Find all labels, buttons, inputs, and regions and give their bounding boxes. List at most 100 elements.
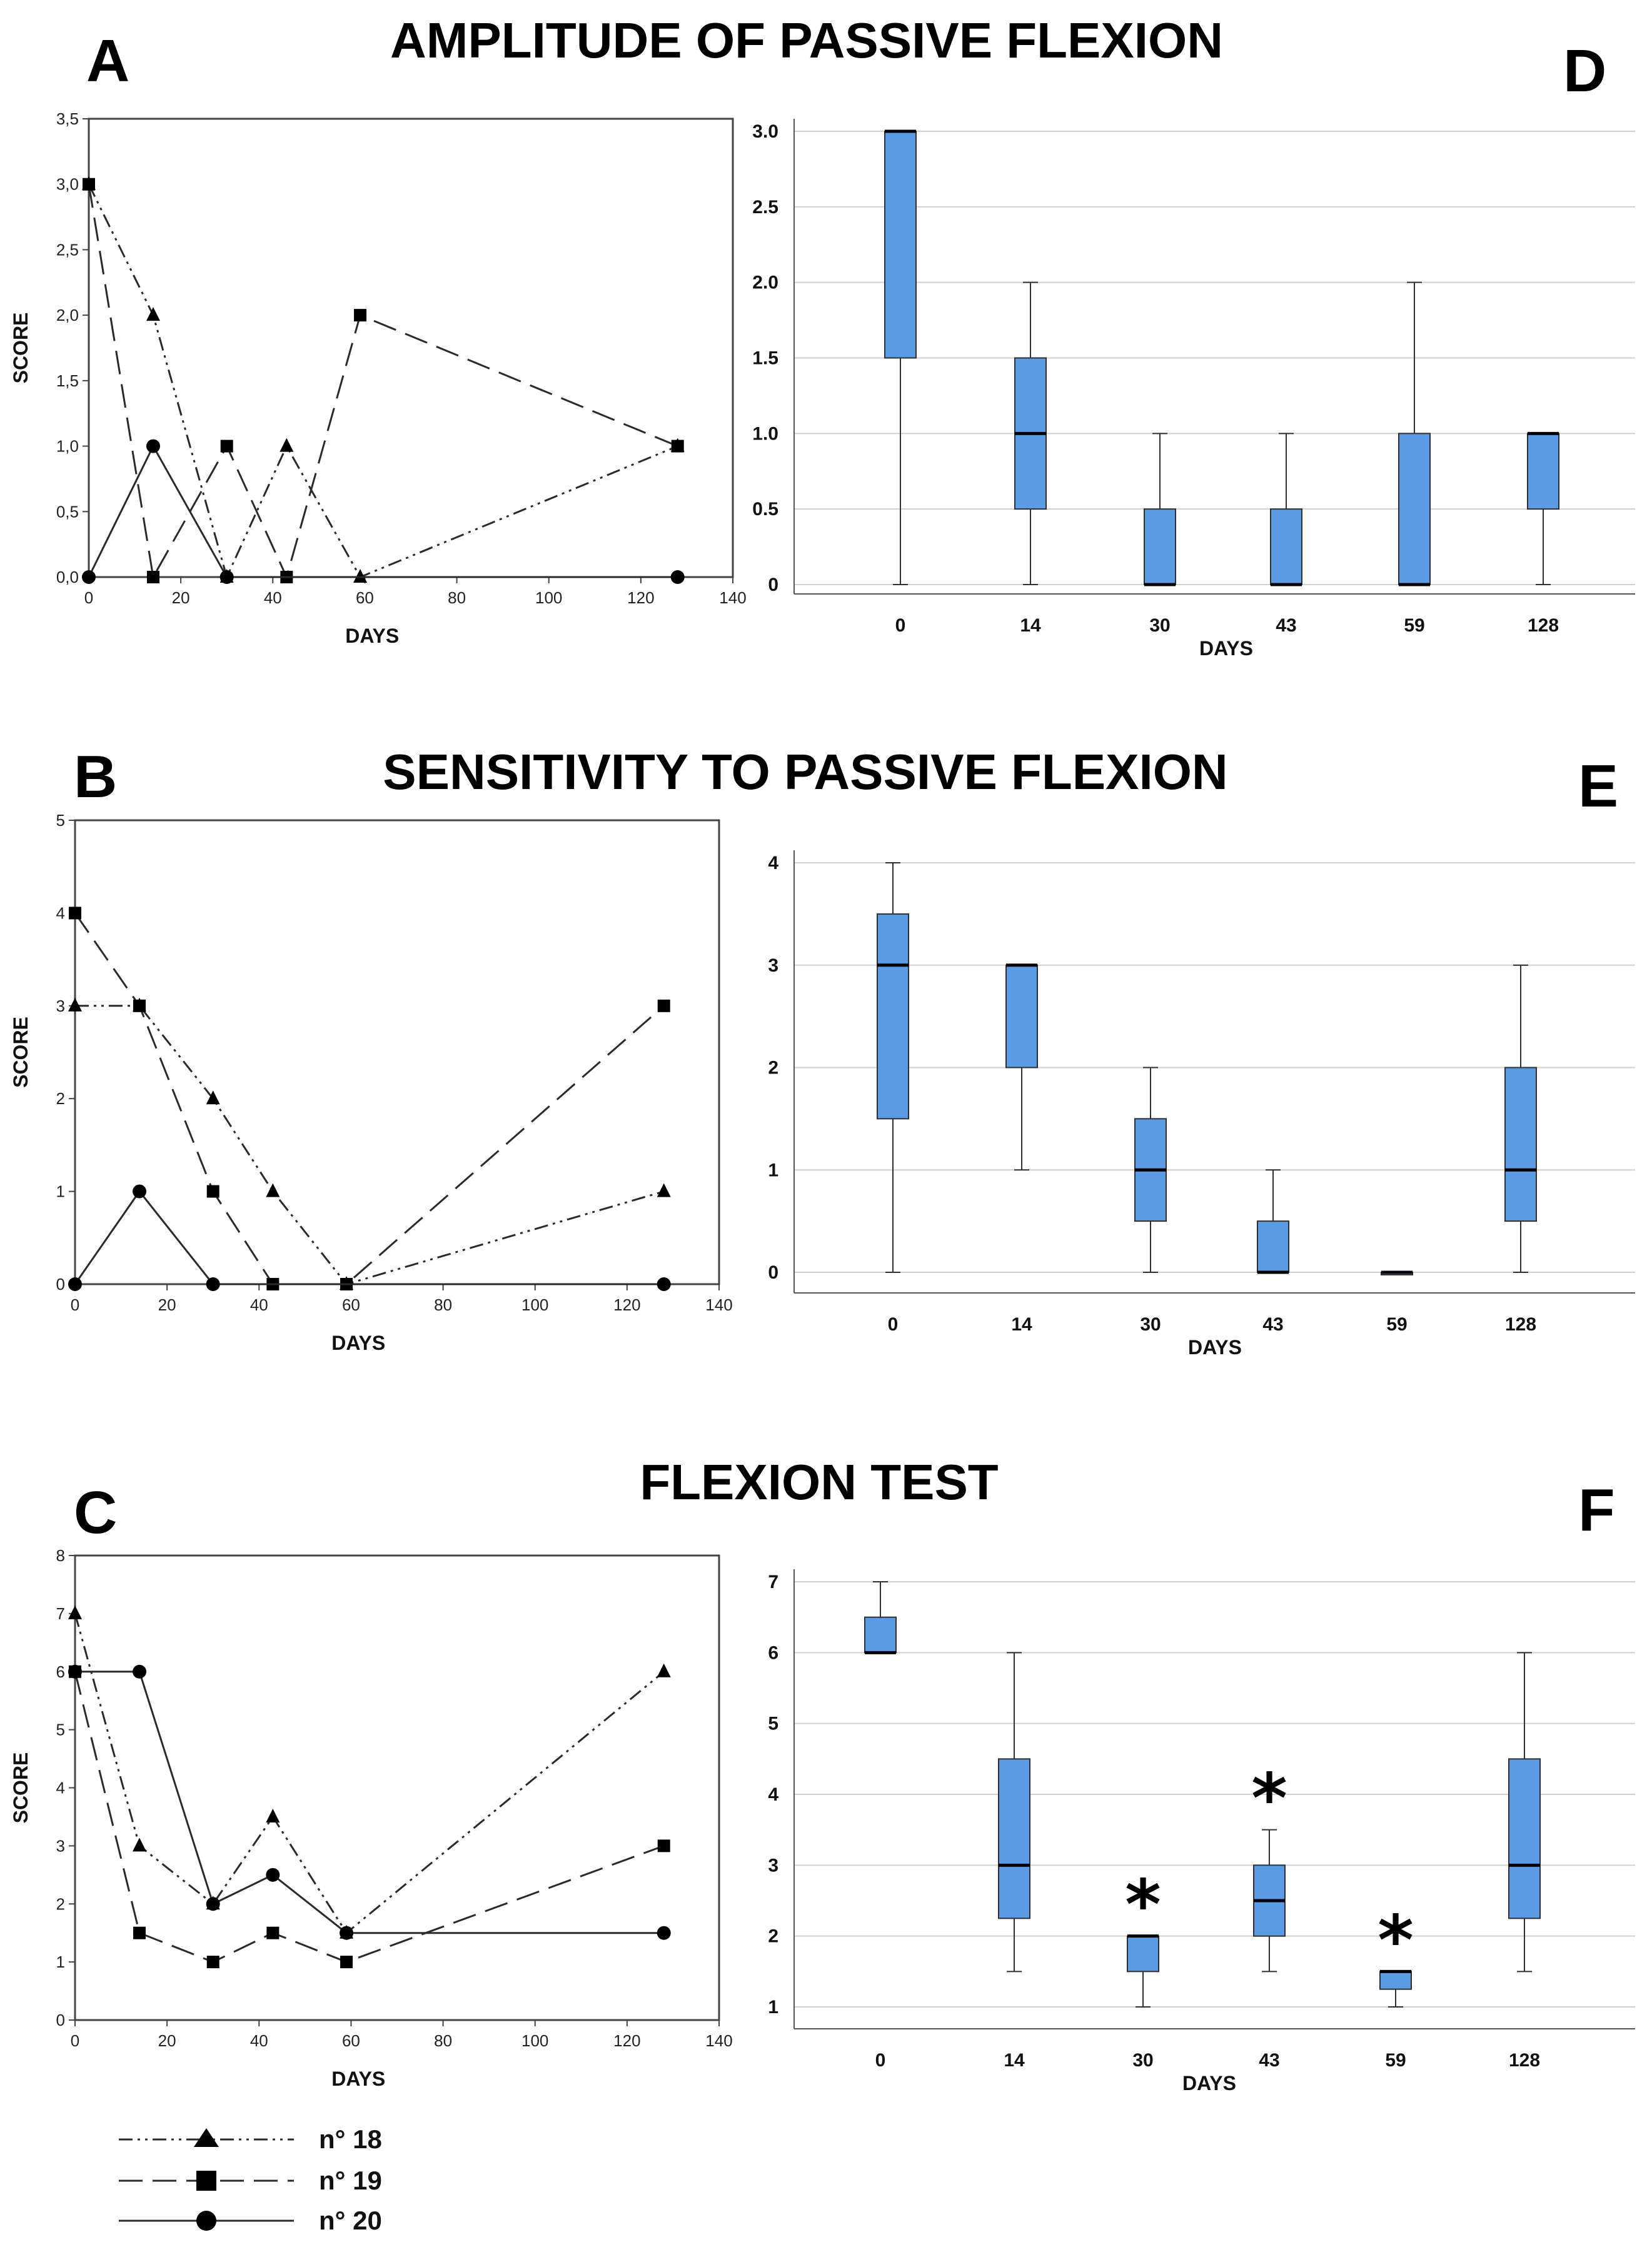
x-category-label: 43 bbox=[1259, 2050, 1279, 2071]
x-tick-label: 40 bbox=[250, 2031, 268, 2050]
x-tick-label: 140 bbox=[719, 588, 746, 607]
square-point bbox=[133, 1926, 146, 1939]
x-axis-title: DAYS bbox=[1199, 637, 1253, 660]
y-tick-label: 3 bbox=[56, 997, 65, 1015]
x-tick-label: 80 bbox=[448, 588, 466, 607]
circle-point bbox=[133, 1184, 146, 1199]
series-line bbox=[74, 1190, 664, 1285]
triangle-point bbox=[657, 1663, 671, 1677]
triangle-point bbox=[68, 997, 82, 1012]
square-point bbox=[206, 1956, 219, 1969]
box-plot-f: 1 2 3 4 5 6 7 0 14 30 43 59 128 DAYS * * * bbox=[768, 1569, 1635, 2094]
x-tick-label: 20 bbox=[158, 1295, 176, 1314]
square-point bbox=[206, 1185, 219, 1198]
section-title-amplitude: AMPLITUDE OF PASSIVE FLEXION bbox=[390, 13, 1223, 68]
box-plot-e: 0 1 2 3 4 0 14 30 43 59 128 DAYS bbox=[768, 850, 1635, 1359]
y-tick-label: 2.0 bbox=[752, 273, 778, 293]
plot-frame bbox=[88, 118, 734, 578]
x-tick-label: 20 bbox=[172, 588, 190, 607]
x-tick-label: 140 bbox=[705, 2031, 732, 2050]
box bbox=[1508, 1758, 1541, 1919]
x-category-label: 59 bbox=[1404, 615, 1424, 636]
legend-item-n20: n° 20 bbox=[119, 2206, 382, 2235]
y-tick-label: 0.5 bbox=[752, 499, 778, 520]
triangle-marker-icon bbox=[194, 2128, 219, 2147]
series-line bbox=[74, 1613, 665, 1934]
x-category-label: 14 bbox=[1011, 1314, 1032, 1335]
y-tick-label: 3 bbox=[56, 1836, 65, 1855]
y-tick-label: 1.5 bbox=[752, 348, 778, 369]
y-tick-label: 5 bbox=[56, 811, 65, 830]
circle-point bbox=[206, 1277, 220, 1291]
circle-point bbox=[206, 1897, 220, 1911]
y-tick-label: 2 bbox=[768, 1926, 778, 1947]
x-category-label: 30 bbox=[1149, 615, 1170, 636]
square-point bbox=[340, 1956, 353, 1969]
panel-letter-b: B bbox=[74, 743, 117, 810]
y-tick-label: 0 bbox=[56, 1275, 65, 1294]
square-point bbox=[657, 1839, 670, 1852]
x-category-label: 14 bbox=[1004, 2050, 1025, 2071]
circle-point bbox=[670, 570, 685, 584]
square-point bbox=[69, 907, 81, 920]
triangle-point bbox=[68, 1605, 82, 1619]
box bbox=[1270, 508, 1302, 586]
square-point bbox=[83, 178, 95, 191]
triangle-point bbox=[266, 1183, 280, 1197]
x-category-label: 0 bbox=[888, 1314, 899, 1335]
triangle-point bbox=[280, 438, 294, 452]
x-axis-title: DAYS bbox=[1188, 1336, 1242, 1359]
x-axis-title: DAYS bbox=[1182, 2072, 1236, 2094]
x-axis-title: DAYS bbox=[331, 2068, 385, 2090]
circle-point bbox=[657, 1277, 671, 1291]
square-point bbox=[147, 571, 159, 583]
triangle-point bbox=[353, 569, 368, 583]
circle-point bbox=[340, 1926, 354, 1940]
x-tick-label: 100 bbox=[521, 2031, 548, 2050]
plot-frame bbox=[74, 1554, 720, 2021]
y-tick-label: 4 bbox=[768, 853, 778, 873]
significance-asterisk: * bbox=[1378, 1900, 1414, 1980]
box bbox=[1504, 1067, 1537, 1222]
panel-letter-e: E bbox=[1578, 753, 1618, 820]
y-tick-label: 1 bbox=[768, 1997, 778, 2018]
x-tick-label: 0 bbox=[71, 1295, 79, 1314]
y-tick-label: 2 bbox=[56, 1089, 65, 1108]
y-tick-label: 8 bbox=[56, 1546, 65, 1565]
x-category-label: 43 bbox=[1276, 615, 1296, 636]
panel-letter-c: C bbox=[74, 1479, 117, 1546]
box bbox=[884, 131, 917, 359]
box bbox=[877, 913, 909, 1120]
legend-label-n20: n° 20 bbox=[319, 2206, 382, 2235]
section-title-flexion-test: FLEXION TEST bbox=[640, 1454, 998, 1510]
x-tick-label: 20 bbox=[158, 2031, 176, 2050]
x-tick-label: 40 bbox=[250, 1295, 268, 1314]
box bbox=[1527, 433, 1559, 510]
y-tick-label: 3 bbox=[768, 955, 778, 976]
x-tick-label: 0 bbox=[84, 588, 93, 607]
x-category-label: 59 bbox=[1385, 2050, 1406, 2071]
box bbox=[998, 1758, 1030, 1919]
series-line bbox=[88, 444, 678, 578]
x-tick-label: 60 bbox=[342, 2031, 360, 2050]
x-tick-label: 100 bbox=[521, 1295, 548, 1314]
triangle-point bbox=[206, 1090, 220, 1105]
series-line bbox=[74, 1671, 665, 1963]
y-tick-label: 2,5 bbox=[56, 240, 79, 259]
y-tick-label: 7 bbox=[56, 1604, 65, 1623]
square-point bbox=[220, 440, 233, 453]
y-axis-title: SCORE bbox=[9, 313, 32, 384]
box-plot-d: 0 0.5 1.0 1.5 2.0 2.5 3.0 0 14 30 43 59 128 DAYS bbox=[752, 119, 1635, 660]
x-tick-label: 60 bbox=[342, 1295, 360, 1314]
circle-point bbox=[68, 1277, 82, 1291]
box bbox=[1144, 508, 1176, 586]
y-tick-label: 3 bbox=[768, 1855, 778, 1876]
panel-letter-a: A bbox=[86, 28, 129, 94]
box bbox=[1257, 1220, 1289, 1273]
circle-point bbox=[146, 439, 160, 453]
circle-point bbox=[82, 570, 96, 584]
x-tick-label: 120 bbox=[613, 1295, 640, 1314]
circle-point bbox=[266, 1867, 280, 1882]
box bbox=[1005, 964, 1038, 1068]
x-tick-label: 40 bbox=[264, 588, 282, 607]
